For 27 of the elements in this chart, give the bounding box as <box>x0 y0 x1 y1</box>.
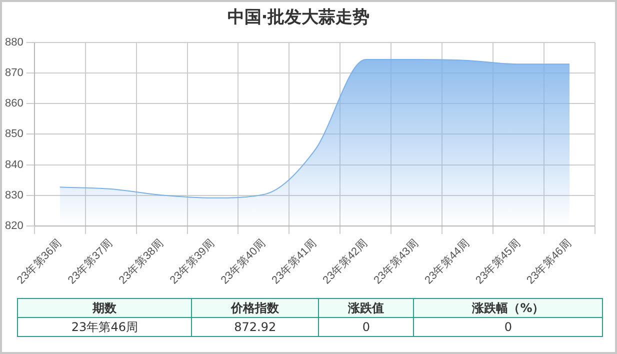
y-tick-label: 860 <box>4 98 24 110</box>
x-tick-label: 23年第37周 <box>66 237 116 287</box>
x-tick-label: 23年第45周 <box>474 237 523 287</box>
text: 涨跌幅（%） <box>414 298 602 318</box>
y-tick-label: 830 <box>4 189 24 202</box>
x-tick-label: 23年第38周 <box>116 237 166 287</box>
y-tick-label: 880 <box>4 36 24 48</box>
y-tick-label: 820 <box>4 220 24 232</box>
x-tick-label: 23年第42周 <box>320 237 370 287</box>
y-tick-label: 840 <box>4 158 24 171</box>
x-tick-label: 23年第44周 <box>422 237 472 287</box>
y-tick-label: 850 <box>4 128 24 140</box>
chart-title: 中国·批发大蒜走势 <box>227 8 370 28</box>
x-tick-label: 23年第40周 <box>218 237 268 287</box>
text: 0 <box>414 318 602 336</box>
x-tick-label: 23年第39周 <box>168 237 218 287</box>
x-tick-label: 23年第36周 <box>14 237 64 287</box>
text: 23年第46周 <box>18 318 192 336</box>
text: 0 <box>318 318 414 336</box>
text: 涨跌值 <box>318 298 414 318</box>
x-tick-label: 23年第41周 <box>270 237 319 287</box>
x-tick-label: 23年第43周 <box>372 237 421 287</box>
y-tick-label: 870 <box>4 67 24 80</box>
text: 价格指数 <box>192 298 318 318</box>
text: 872.92 <box>192 318 318 336</box>
text: 期数 <box>18 298 192 318</box>
x-tick-label: 23年第46周 <box>524 237 574 287</box>
